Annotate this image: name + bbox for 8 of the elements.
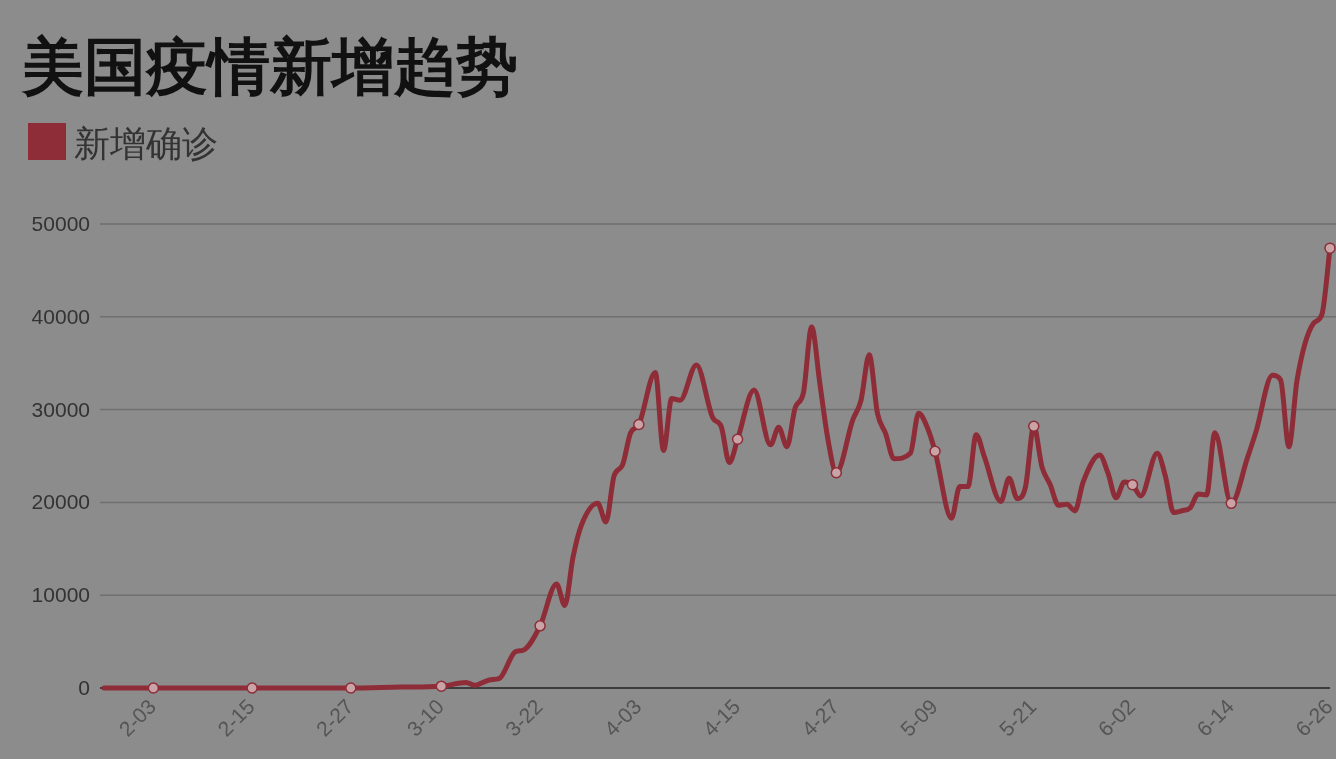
legend-label: 新增确诊 — [74, 123, 218, 164]
y-tick-label: 0 — [78, 676, 90, 699]
chart-title: 美国疫情新增趋势 — [21, 32, 518, 101]
y-tick-label: 50000 — [31, 212, 90, 235]
y-tick-label: 10000 — [31, 583, 90, 607]
y-tick-label: 20000 — [31, 490, 90, 514]
y-tick-label: 40000 — [31, 304, 90, 328]
y-tick-label: 30000 — [31, 397, 90, 421]
